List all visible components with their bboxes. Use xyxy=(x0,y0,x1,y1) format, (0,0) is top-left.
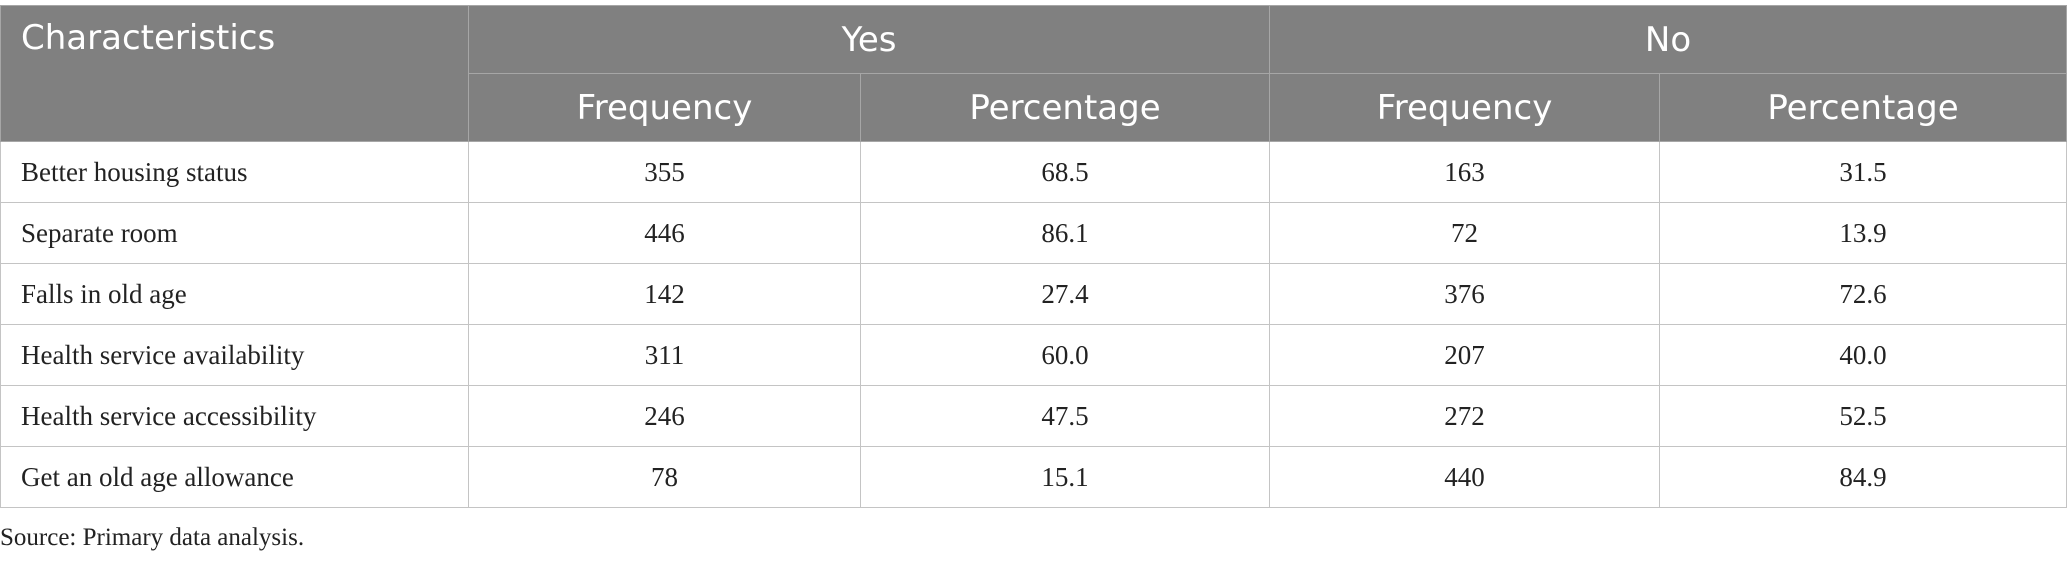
row-label: Health service accessibility xyxy=(0,385,469,447)
cell: 86.1 xyxy=(859,202,1271,264)
cell: 27.4 xyxy=(859,263,1271,325)
subheader-row: Frequency Percentage Frequency Percentag… xyxy=(1,73,2068,142)
cell: 72.6 xyxy=(1659,263,2068,325)
cell: 355 xyxy=(468,141,861,203)
row-label: Falls in old age xyxy=(0,263,469,325)
cell: 40.0 xyxy=(1659,324,2068,386)
cell: 68.5 xyxy=(859,141,1271,203)
cell: 52.5 xyxy=(1659,385,2068,447)
table-head: Characteristics Yes No Frequency Percent… xyxy=(0,5,2068,142)
cell: 31.5 xyxy=(1659,141,2068,203)
header-row: Characteristics Yes No xyxy=(0,5,2068,142)
row-label: Get an old age allowance xyxy=(0,446,469,508)
cell: 15.1 xyxy=(859,446,1271,508)
group-header: Yes xyxy=(467,5,1271,74)
source-note: Source: Primary data analysis. xyxy=(0,524,305,551)
cell: 376 xyxy=(1269,263,1661,325)
subheader: Frequency xyxy=(1269,73,1661,142)
cell: 207 xyxy=(1269,324,1661,386)
table-row: Separate room 446 86.1 72 13.9 xyxy=(0,202,2068,264)
table-row: Health service accessibility 246 47.5 272 52… xyxy=(0,385,2068,447)
table-row: Better housing status 355 68.5 163 31.5 xyxy=(0,141,2068,203)
cell: 72 xyxy=(1269,202,1661,264)
cell: 78 xyxy=(468,446,861,508)
cell: 272 xyxy=(1269,385,1661,447)
cell: 142 xyxy=(468,263,861,325)
group-header: No xyxy=(1269,5,2068,74)
cell: 163 xyxy=(1269,141,1661,203)
table-row: Get an old age allowance 78 15.1 440 84.9 xyxy=(0,446,2068,508)
row-label: Health service availability xyxy=(0,324,469,386)
subheader: Frequency xyxy=(468,73,861,142)
subheader: Percentage xyxy=(859,73,1271,142)
data-table: Characteristics Yes No Frequency Percent… xyxy=(0,5,2068,508)
cell: 47.5 xyxy=(859,385,1271,447)
header-cell: Characteristics xyxy=(0,5,469,142)
row-label: Better housing status xyxy=(0,141,469,203)
cell: 84.9 xyxy=(1659,446,2068,508)
cell: 440 xyxy=(1269,446,1661,508)
table-body: Better housing status 355 68.5 163 31.5 Separ… xyxy=(0,141,2068,508)
table-row: Health service availability 311 60.0 207 40.… xyxy=(0,324,2068,386)
row-label: Separate room xyxy=(0,202,469,264)
cell: 446 xyxy=(468,202,861,264)
cell: 311 xyxy=(468,324,861,386)
cell: 60.0 xyxy=(859,324,1271,386)
subheader: Percentage xyxy=(1659,73,2068,142)
table-row: Falls in old age 142 27.4 376 72.6 xyxy=(0,263,2068,325)
cell: 13.9 xyxy=(1659,202,2068,264)
cell: 246 xyxy=(468,385,861,447)
